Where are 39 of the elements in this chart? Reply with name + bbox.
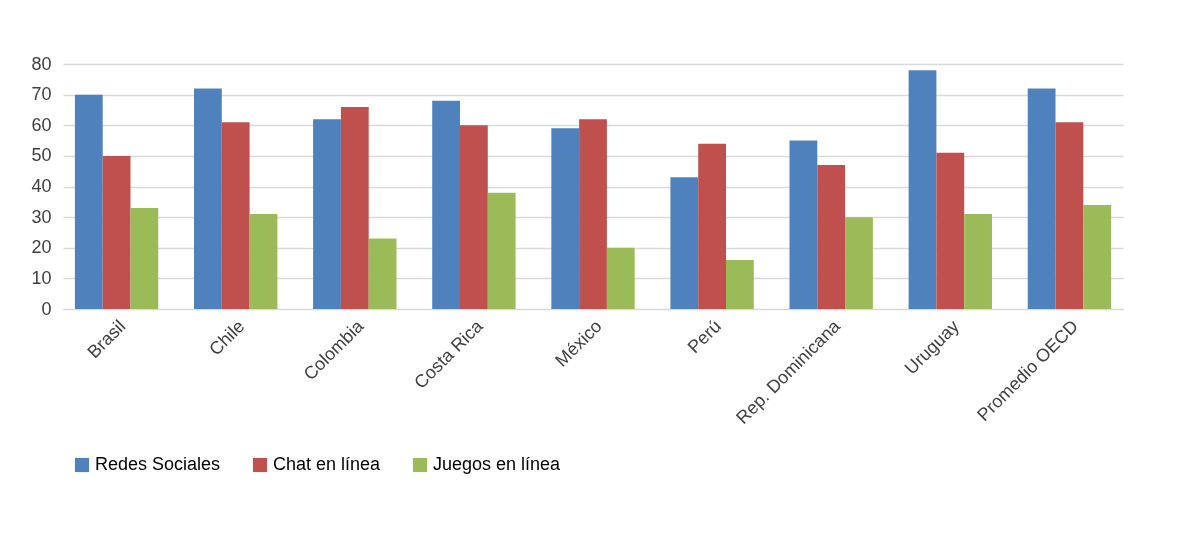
bar — [726, 260, 754, 309]
y-tick-label: 50 — [31, 145, 52, 166]
y-tick-label: 80 — [31, 53, 52, 74]
bar — [579, 119, 607, 309]
bar — [698, 143, 726, 309]
bar — [964, 214, 992, 309]
bar — [221, 122, 250, 309]
y-tick-label: 10 — [31, 267, 52, 288]
bar — [313, 119, 341, 309]
bar — [487, 192, 516, 309]
bar — [670, 177, 699, 309]
legend-label: Juegos en línea — [433, 454, 562, 474]
bar — [845, 217, 873, 309]
legend-label: Chat en línea — [273, 454, 382, 474]
bar — [789, 140, 818, 309]
bar — [1055, 122, 1084, 309]
y-tick-label: 0 — [41, 298, 52, 319]
bar — [817, 165, 846, 309]
bar — [460, 125, 488, 309]
bar — [194, 88, 222, 309]
y-tick-label: 40 — [31, 176, 52, 196]
bar — [74, 94, 103, 309]
bar — [130, 207, 159, 309]
y-tick-label: 70 — [31, 84, 52, 105]
legend-label: Redes Sociales — [95, 454, 221, 474]
bar — [606, 247, 635, 309]
bar — [432, 100, 460, 309]
y-tick-label: 20 — [31, 237, 52, 258]
bar — [1083, 204, 1112, 309]
bar — [368, 238, 397, 309]
y-tick-label: 60 — [31, 114, 52, 135]
bar — [102, 155, 131, 309]
bar — [936, 152, 965, 309]
bar — [1027, 88, 1056, 309]
bar — [340, 106, 369, 309]
y-tick-label: 30 — [31, 206, 52, 227]
bar — [249, 214, 278, 309]
bar — [908, 70, 937, 309]
bar — [551, 128, 580, 309]
